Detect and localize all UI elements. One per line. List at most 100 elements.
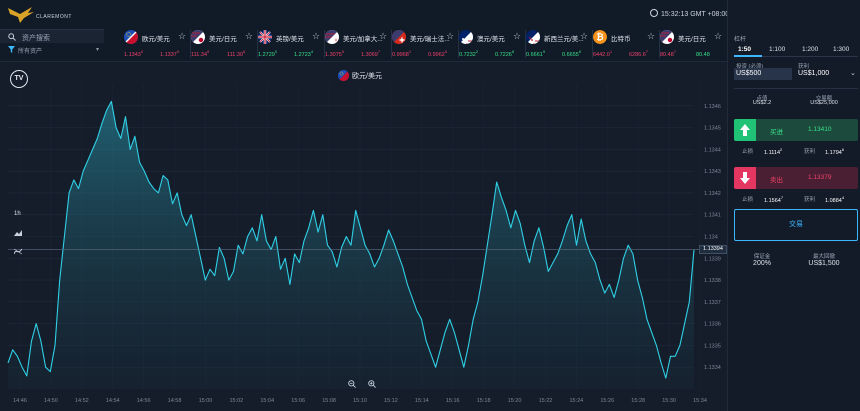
ticker-name: 比特币 [611,36,631,43]
y-tick-label: 1.1346 [704,104,721,110]
asset-search[interactable]: 资产搜索 [0,29,104,43]
x-tick-label: 15:02 [229,398,243,404]
ticker-bid: 0.99681 [392,49,412,58]
spread-value: US$2.2 [752,100,772,106]
y-tick-label: 1.1344 [704,147,721,153]
buy-button[interactable]: 买进 1.13410 [734,119,858,141]
chart-title: 欧元/美元 [338,70,382,81]
x-tick-label: 14:58 [168,398,182,404]
ticker-item[interactable]: 美元/日元 ☆ 80.487 80.48 [656,28,724,60]
y-tick-label: 1.1338 [704,278,721,284]
x-tick-label: 15:16 [446,398,460,404]
trade-button[interactable]: 交易 [734,209,858,241]
x-tick-label: 15:24 [569,398,583,404]
nz-us-flag-icon [526,30,540,44]
x-tick-label: 15:06 [291,398,305,404]
indicators-icon[interactable] [14,248,22,255]
au-us-flag-icon [459,30,473,44]
price-series-line [7,100,695,379]
ticker-name: 英镑/美元 [276,36,304,43]
buy-price: 1.13410 [808,126,832,133]
sell-take-value: 1.08844 [825,195,845,204]
tradingview-logo: TV [10,70,28,88]
clock-icon [650,9,658,17]
asset-filter-label: 所有资产 [18,49,43,55]
zoom-in-icon[interactable] [368,380,376,388]
ticker-name: 美元/瑞士法... [410,36,450,43]
sell-stop-label: 止损 [742,197,754,203]
ticker-item[interactable]: 澳元/美元 ☆ 0.72322 0.72268 [455,28,526,60]
star-icon[interactable]: ☆ [446,31,455,41]
y-tick-label: 1.1345 [704,126,721,132]
svg-text:₿: ₿ [596,32,603,43]
current-price-label: 1.13394 [699,244,727,254]
ticker-item[interactable]: 美元/瑞士法... ☆ 0.99681 0.99625 [388,28,459,60]
invest-input[interactable]: US$500 [734,68,792,80]
star-icon[interactable]: ☆ [580,31,589,41]
chart-title-text: 欧元/美元 [352,73,382,80]
search-icon [8,33,16,41]
ticker-name: 美元/加拿大... [343,36,383,43]
ticker-item[interactable]: 美元/加拿大... ☆ 1.30755 1.30697 [321,28,392,60]
spread-label: 点值 [756,96,768,102]
leverage-active-indicator [734,55,762,57]
brand-logo[interactable]: CLAREMONT [6,4,106,26]
zoom-out-icon[interactable] [348,380,356,388]
y-tick-label: 1.1337 [704,300,721,306]
x-tick-label: 15:10 [353,398,367,404]
leverage-option-1-50[interactable]: 1:50 [738,46,752,53]
stop-out-label: 最大回撤 [812,254,835,260]
x-tick-label: 15:08 [322,398,336,404]
x-tick-label: 14:50 [44,398,58,404]
y-tick-label: 1.1341 [704,213,721,219]
x-tick-label: 14:46 [13,398,27,404]
leverage-option-1-200[interactable]: 1:200 [802,46,819,53]
buy-take-value: 1.17946 [825,147,845,156]
star-icon[interactable]: ☆ [647,31,656,41]
chevron-down-icon[interactable]: ⌄ [850,70,856,77]
ticker-divider [391,30,392,58]
x-tick-label: 15:22 [539,398,553,404]
x-tick-label: 15:28 [631,398,645,404]
top-bar: CLAREMONT 资产搜索 所有资产 ▾ 欧元/美元 ☆ 1.13430 1.133… [0,0,860,62]
sell-price: 1.13379 [808,174,832,181]
ticker-name: 澳元/美元 [477,36,505,43]
ticker-ask: 0.72268 [495,49,515,58]
chart-canvas[interactable]: 1.1346 1.1345 1.1344 1.1343 1.1342 1.1341 1.13… [0,62,727,411]
star-icon[interactable]: ☆ [379,31,388,41]
chevron-down-icon: ▾ [96,47,100,53]
ticker-item[interactable]: 新西兰元/美... ☆ 0.66619 0.66556 [522,28,593,60]
search-input[interactable]: 资产搜索 [22,35,50,42]
ticker-item[interactable]: 美元/日元 ☆ 111.349 111.306 [187,28,258,60]
ticker-item[interactable]: ₿ 比特币 ☆ 6442.01 6286.67 [589,28,660,60]
star-icon[interactable]: ☆ [714,31,723,41]
ticker-divider [190,30,191,58]
sell-button[interactable]: 卖出 1.13379 [734,167,858,189]
x-tick-label: 15:00 [199,398,213,404]
price-chart[interactable]: 1.1346 1.1345 1.1344 1.1343 1.1342 1.1341 1.13… [0,62,727,411]
ticker-divider [525,30,526,58]
sell-stop-value: 1.15647 [764,195,784,204]
arrow-down-icon [734,167,756,189]
ticker-name: 美元/日元 [209,36,237,43]
ticker-item[interactable]: 欧元/美元 ☆ 1.13430 1.13379 [120,28,191,60]
filter-icon [8,46,15,53]
profit-select[interactable]: US$1,000 [798,70,830,77]
ticker-bid: 80.487 [660,49,676,58]
x-tick-label: 14:56 [137,398,151,404]
star-icon[interactable]: ☆ [178,31,187,41]
timeframe-button[interactable]: 1h [14,211,21,217]
star-icon[interactable]: ☆ [312,31,321,41]
ticker-item[interactable]: 英镑/美元 ☆ 1.27290 1.27234 [254,28,325,60]
chart-type-icon[interactable] [14,230,22,236]
star-icon[interactable]: ☆ [245,31,254,41]
x-tick-label: 15:30 [662,398,676,404]
ticker-ask: 111.306 [227,49,246,58]
clock-time: 15:32:13 [661,11,689,18]
star-icon[interactable]: ☆ [513,31,522,41]
leverage-option-1-100[interactable]: 1:100 [769,46,786,53]
asset-filter-dropdown[interactable]: 所有资产 ▾ [0,43,104,57]
leverage-option-1-300[interactable]: 1:300 [833,46,850,53]
ticker-divider [458,30,459,58]
y-tick-label: 1.134 [704,235,718,241]
